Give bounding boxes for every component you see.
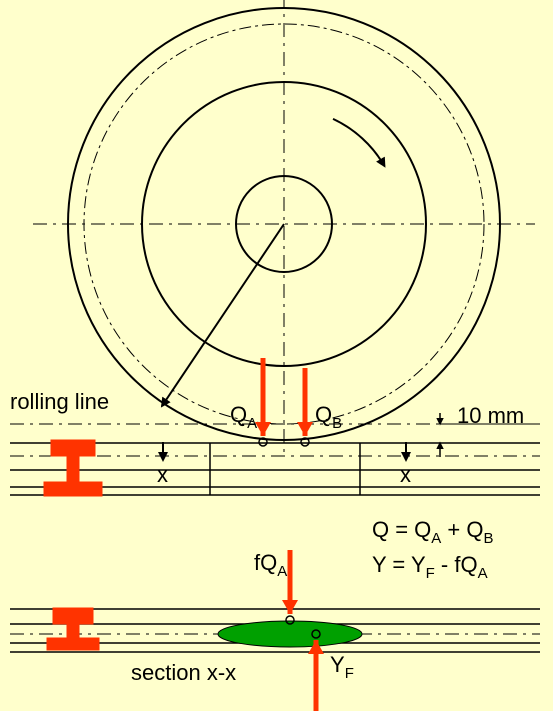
dim-10mm-label: 10 mm xyxy=(457,403,524,428)
section-marker-right-label: x xyxy=(400,462,411,487)
section-caption: section x-x xyxy=(131,660,236,685)
contact-patch xyxy=(218,621,362,647)
rolling-line-label: rolling line xyxy=(10,389,109,414)
section-marker-left-label: x xyxy=(157,462,168,487)
background xyxy=(0,0,553,711)
